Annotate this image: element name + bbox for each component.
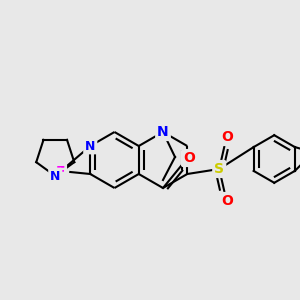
Text: O: O xyxy=(221,194,233,208)
Text: N: N xyxy=(85,140,95,152)
Text: F: F xyxy=(56,165,65,179)
Text: O: O xyxy=(221,130,233,144)
Text: N: N xyxy=(157,125,169,139)
Text: O: O xyxy=(183,151,195,165)
Text: S: S xyxy=(214,162,224,176)
Text: N: N xyxy=(50,169,60,182)
